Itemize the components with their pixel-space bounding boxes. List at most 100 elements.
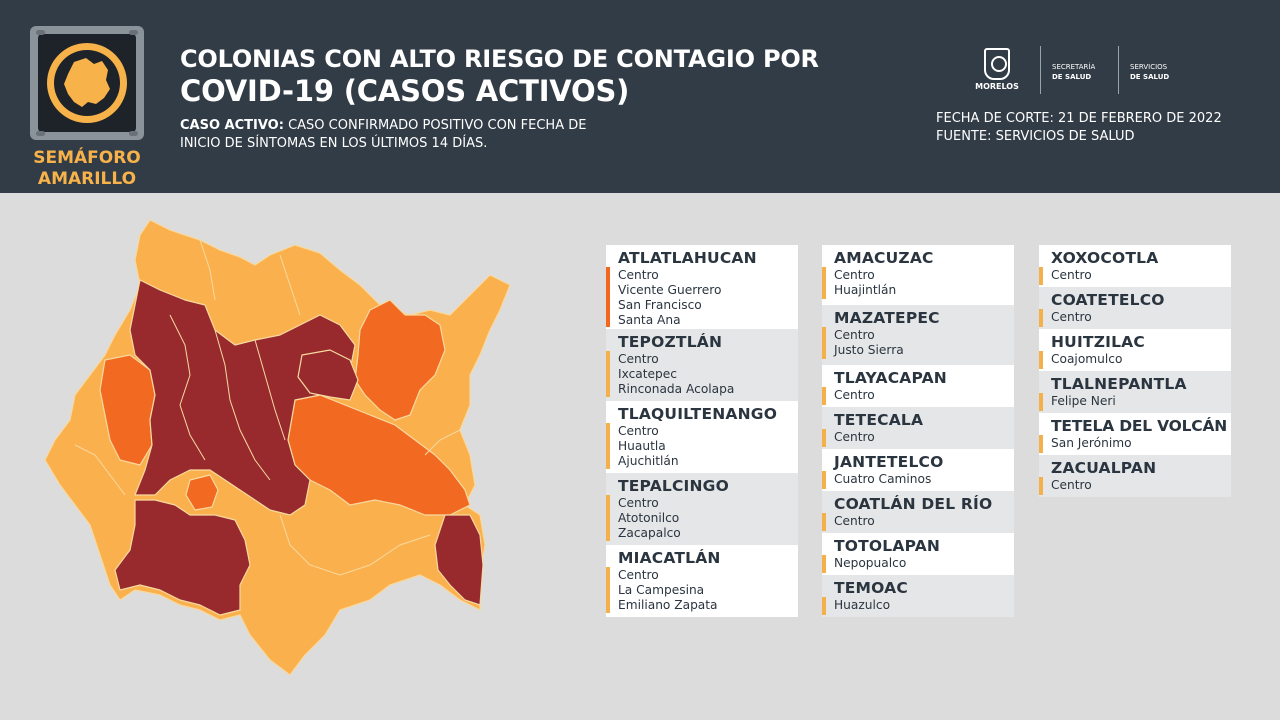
colonia: Centro [618,268,659,282]
header: SEMÁFORO AMARILLO COLONIAS CON ALTO RIES… [0,0,1280,193]
semaforo-light-icon [47,43,127,123]
colonia: Centro [1051,268,1092,282]
definition-text-1: CASO CONFIRMADO POSITIVO CON FECHA DE [288,118,587,133]
semaforo-label-line2: AMARILLO [37,169,137,189]
list-column-3: XOXOCOTLA Centro COATETELCO Centro HUITZ… [1039,245,1231,497]
map-border [199,239,216,301]
municipio-name: TLAYACAPAN [834,369,947,387]
colonia: Centro [834,328,875,342]
colonia: Huautla [618,439,666,453]
list-item: TEPOZTLÁN Centro Ixcatepec Rinconada Aco… [606,329,798,401]
map-region [114,499,251,616]
map-border [279,514,431,576]
colonia: Centro [1051,478,1092,492]
risk-bar [606,351,610,397]
colonia: Ajuchitlán [618,454,679,468]
logo-divider [1118,46,1119,94]
colonia: Felipe Neri [1051,394,1116,408]
risk-bar [822,513,826,531]
colonia: Huajintlán [834,283,897,297]
risk-bar [606,567,610,613]
map-border [214,329,271,481]
colonia: Centro [834,514,875,528]
list-item: TOTOLAPAN Nepopualco [822,533,1014,575]
municipio-name: HUITZILAC [1051,333,1145,351]
list-item: MIACATLÁN Centro La Campesina Emiliano Z… [606,545,798,617]
list-item: JANTETELCO Cuatro Caminos [822,449,1014,491]
map-border [279,254,301,316]
servicios-line1: SERVICIOS [1130,63,1168,71]
colonia: Centro [618,496,659,510]
map-border [254,339,286,441]
morelos-logo: MORELOS [972,46,1024,98]
map-region [354,299,446,421]
list-item: HUITZILAC Coajomulco [1039,329,1231,371]
semaforo-label: SEMÁFORO AMARILLO [22,148,152,190]
list-item: TEMOAC Huazulco [822,575,1014,617]
map-region [434,514,484,606]
definition-term: CASO ACTIVO: [180,118,284,133]
map-region [287,394,471,516]
municipio-name: ATLATLAHUCAN [618,249,757,267]
map-region [185,474,219,511]
risk-bar [822,387,826,405]
risk-bar [606,495,610,541]
list-item: TLALNEPANTLA Felipe Neri [1039,371,1231,413]
colonia: Emiliano Zapata [618,598,718,612]
colonia: San Jerónimo [1051,436,1132,450]
colonia: Centro [618,424,659,438]
list-column-1: ATLATLAHUCAN Centro Vicente Guerrero San… [606,245,798,617]
title-line1: COLONIAS CON ALTO RIESGO DE CONTAGIO POR [180,45,819,73]
risk-bar [606,267,610,327]
list-item: COATLÁN DEL RÍO Centro [822,491,1014,533]
list-item: ZACUALPAN Centro [1039,455,1231,497]
logo-divider [1040,46,1041,94]
colonia: Centro [834,268,875,282]
morelos-risk-map [44,219,511,676]
list-item: XOXOCOTLA Centro [1039,245,1231,287]
colonia: Atotonilco [618,511,680,525]
list-item: TETECALA Centro [822,407,1014,449]
municipio-name: TEPALCINGO [618,477,729,495]
definition-text-2: INICIO DE SÍNTOMAS EN LOS ÚLTIMOS 14 DÍA… [180,136,488,151]
colonia: Huazulco [834,598,891,612]
municipio-name: TLAQUILTENANGO [618,405,778,423]
colonia: Santa Ana [618,313,681,327]
municipio-name: TLALNEPANTLA [1051,375,1187,393]
metadata: FECHA DE CORTE: 21 DE FEBRERO DE 2022 FU… [936,110,1256,146]
municipio-name: XOXOCOTLA [1051,249,1159,267]
colonia: Centro [618,568,659,582]
list-item: COATETELCO Centro [1039,287,1231,329]
risk-bar [1039,435,1043,453]
servicios-logo: SERVICIOS DE SALUD [1130,62,1169,82]
municipio-name: COATETELCO [1051,291,1165,309]
municipio-name: MAZATEPEC [834,309,940,327]
colonia: Rinconada Acolapa [618,382,735,396]
colonia: Vicente Guerrero [618,283,722,297]
map-region [297,349,359,401]
municipio-name: JANTETELCO [834,453,944,471]
list-item: TEPALCINGO Centro Atotonilco Zacapalco [606,473,798,545]
colonia: Centro [834,388,875,402]
risk-bar [822,471,826,489]
colonia: Nepopualco [834,556,907,570]
list-item: TETELA DEL VOLCÁN San Jerónimo [1039,413,1231,455]
municipio-name: TETECALA [834,411,924,429]
municipio-name: TEPOZTLÁN [618,333,723,351]
colonia: Zacapalco [618,526,681,540]
screw-icon [36,30,45,35]
colonia: Centro [834,430,875,444]
page-title: COLONIAS CON ALTO RIESGO DE CONTAGIO POR… [180,44,900,108]
servicios-line2: DE SALUD [1130,73,1170,81]
municipio-name: ZACUALPAN [1051,459,1157,477]
list-item: TLAYACAPAN Centro [822,365,1014,407]
risk-bar [1039,477,1043,495]
municipio-name: TEMOAC [834,579,908,597]
screw-icon [36,131,45,136]
title-line2: COVID-19 (CASOS ACTIVOS) [180,74,630,108]
risk-bar [822,597,826,615]
risk-bar [822,555,826,573]
colonia: La Campesina [618,583,705,597]
list-item: MAZATEPEC Centro Justo Sierra [822,305,1014,365]
colonia: Centro [1051,310,1092,324]
